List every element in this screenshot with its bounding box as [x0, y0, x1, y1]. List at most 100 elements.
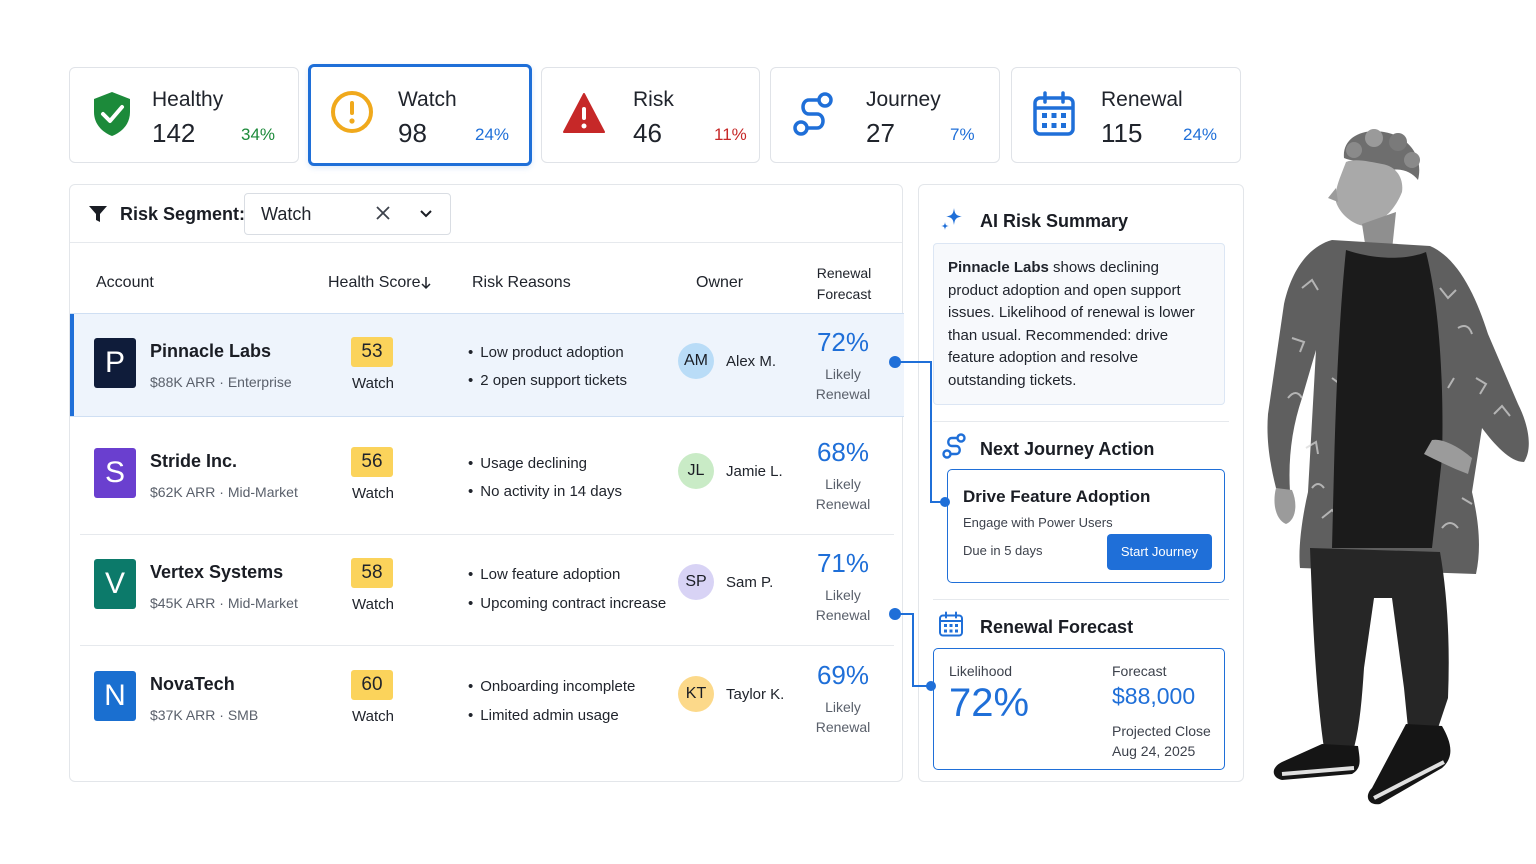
- risk-segment-select[interactable]: Watch: [244, 193, 451, 235]
- table-row[interactable]: P Pinnacle Labs $88K ARR · Enterprise 53…: [70, 313, 904, 417]
- stat-label: Risk: [633, 88, 674, 111]
- owner-name: Sam P.: [726, 574, 774, 591]
- health-score-label: Watch: [352, 485, 394, 502]
- avatar: KT: [678, 676, 714, 712]
- renewal-label-line2: Renewal: [815, 496, 871, 512]
- journey-path-icon: [942, 433, 966, 459]
- stat-value: 142: [152, 118, 196, 148]
- calendar-icon: [1033, 91, 1075, 136]
- column-header-renewal-forecast[interactable]: Renewal Forecast: [800, 263, 888, 307]
- stat-label: Renewal: [1101, 88, 1183, 111]
- renewal-label-line1: Likely: [825, 476, 861, 492]
- stat-percent: 24%: [475, 125, 510, 144]
- account-arr: $62K ARR: [150, 484, 216, 500]
- shield-check-icon: [94, 92, 130, 136]
- column-header-risk-reasons[interactable]: Risk Reasons: [472, 274, 571, 291]
- account-segment: Enterprise: [227, 374, 292, 390]
- account-name[interactable]: Vertex Systems: [150, 562, 284, 582]
- account-arr: $37K ARR: [150, 707, 216, 723]
- filter-bar: Risk Segment: Watch: [70, 185, 902, 243]
- account-logo: P: [94, 338, 136, 388]
- summary-body: shows declining product adoption and ope…: [948, 259, 1195, 389]
- start-journey-button[interactable]: Start Journey: [1107, 534, 1212, 570]
- avatar: JL: [678, 453, 714, 489]
- sort-down-icon: [421, 277, 431, 290]
- account-name[interactable]: NovaTech: [150, 674, 235, 694]
- ai-summary-text: Pinnacle Labs shows declining product ad…: [933, 243, 1225, 405]
- selected-row-indicator: [70, 314, 74, 416]
- account-segment: Mid-Market: [227, 484, 298, 500]
- owner-name: Taylor K.: [726, 686, 785, 703]
- stat-card-healthy[interactable]: Healthy 142 34%: [69, 67, 299, 163]
- renewal-forecast-card: Likelihood 72% Forecast $88,000 Projecte…: [933, 648, 1225, 770]
- account-meta: $37K ARR · SMB: [150, 707, 259, 723]
- renewal-label-line2: Renewal: [815, 607, 871, 623]
- account-arr: $45K ARR: [150, 595, 216, 611]
- next-journey-title: Next Journey Action: [980, 439, 1155, 459]
- renewal-label: Likely Renewal: [800, 585, 886, 625]
- risk-reason: Limited admin usage: [468, 707, 618, 724]
- renewal-likelihood: 71%: [816, 548, 870, 578]
- stat-card-risk[interactable]: Risk 46 11%: [541, 67, 760, 163]
- renewal-label-line1: Likely: [825, 699, 861, 715]
- risk-reason: Low product adoption: [468, 344, 623, 361]
- renewal-label-line2: Renewal: [815, 386, 871, 402]
- owner-name: Jamie L.: [726, 463, 783, 480]
- risk-reason: Onboarding incomplete: [468, 678, 635, 695]
- column-header-health-score[interactable]: Health Score: [328, 274, 438, 294]
- clear-icon[interactable]: [375, 205, 391, 221]
- journey-due-date: Due in 5 days: [963, 543, 1043, 558]
- row-divider: [80, 534, 894, 535]
- health-score-label: Watch: [352, 375, 394, 392]
- stat-value: 46: [633, 118, 662, 148]
- stat-percent: 11%: [714, 125, 747, 144]
- filter-label: Risk Segment:: [120, 204, 246, 224]
- risk-reason: Usage declining: [468, 455, 587, 472]
- warning-circle-icon: [331, 91, 373, 133]
- journey-action-subtitle: Engage with Power Users: [963, 515, 1113, 530]
- table-row[interactable]: V Vertex Systems $45K ARR · Mid-Market 5…: [70, 535, 904, 639]
- projected-close-label: Projected Close: [1112, 723, 1211, 739]
- alert-triangle-icon: [563, 93, 605, 133]
- owner-name: Alex M.: [726, 353, 777, 370]
- health-score-label: Watch: [352, 708, 394, 725]
- row-divider: [80, 645, 894, 646]
- filter-icon: [89, 206, 107, 222]
- journey-path-icon: [793, 92, 833, 136]
- account-name[interactable]: Stride Inc.: [150, 451, 238, 471]
- renewal-label: Likely Renewal: [800, 474, 886, 514]
- stat-card-renewal[interactable]: Renewal 115 24%: [1011, 67, 1241, 163]
- account-logo: S: [94, 448, 136, 498]
- risk-reason: Low feature adoption: [468, 566, 620, 583]
- account-name[interactable]: Pinnacle Labs: [150, 341, 272, 361]
- stat-label: Healthy: [152, 88, 224, 111]
- account-meta: $62K ARR · Mid-Market: [150, 484, 298, 500]
- column-header-owner[interactable]: Owner: [696, 274, 744, 291]
- account-meta: $88K ARR · Enterprise: [150, 374, 292, 390]
- health-score-label: Health Score: [328, 274, 421, 291]
- calendar-icon: [939, 611, 963, 637]
- renewal-label-line1: Likely: [825, 366, 861, 382]
- stat-card-journey[interactable]: Journey 27 7%: [770, 67, 1000, 163]
- renewal-likelihood: 69%: [816, 660, 870, 690]
- stat-card-watch[interactable]: Watch 98 24%: [308, 64, 532, 166]
- table-row[interactable]: S Stride Inc. $62K ARR · Mid-Market 56 W…: [70, 424, 904, 528]
- account-logo: V: [94, 559, 136, 609]
- section-divider: [933, 421, 1229, 422]
- risk-reason: No activity in 14 days: [468, 483, 622, 500]
- risk-reason: 2 open support tickets: [468, 372, 627, 389]
- chevron-down-icon[interactable]: [419, 207, 433, 221]
- table-row[interactable]: N NovaTech $37K ARR · SMB 60 Watch Onboa…: [70, 647, 904, 751]
- column-header-account[interactable]: Account: [96, 274, 154, 291]
- person-illustration: [1267, 129, 1529, 805]
- renewal-header-line2: Forecast: [816, 286, 872, 302]
- journey-action-card[interactable]: Drive Feature Adoption Engage with Power…: [947, 469, 1225, 583]
- stat-value: 115: [1101, 118, 1143, 148]
- health-score-label: Watch: [352, 596, 394, 613]
- account-segment: SMB: [227, 707, 259, 723]
- stat-value: 98: [398, 118, 427, 148]
- section-divider: [933, 599, 1229, 600]
- selected-segment: Watch: [261, 204, 312, 224]
- summary-account-name: Pinnacle Labs: [948, 259, 1049, 276]
- forecast-amount: $88,000: [1112, 683, 1196, 709]
